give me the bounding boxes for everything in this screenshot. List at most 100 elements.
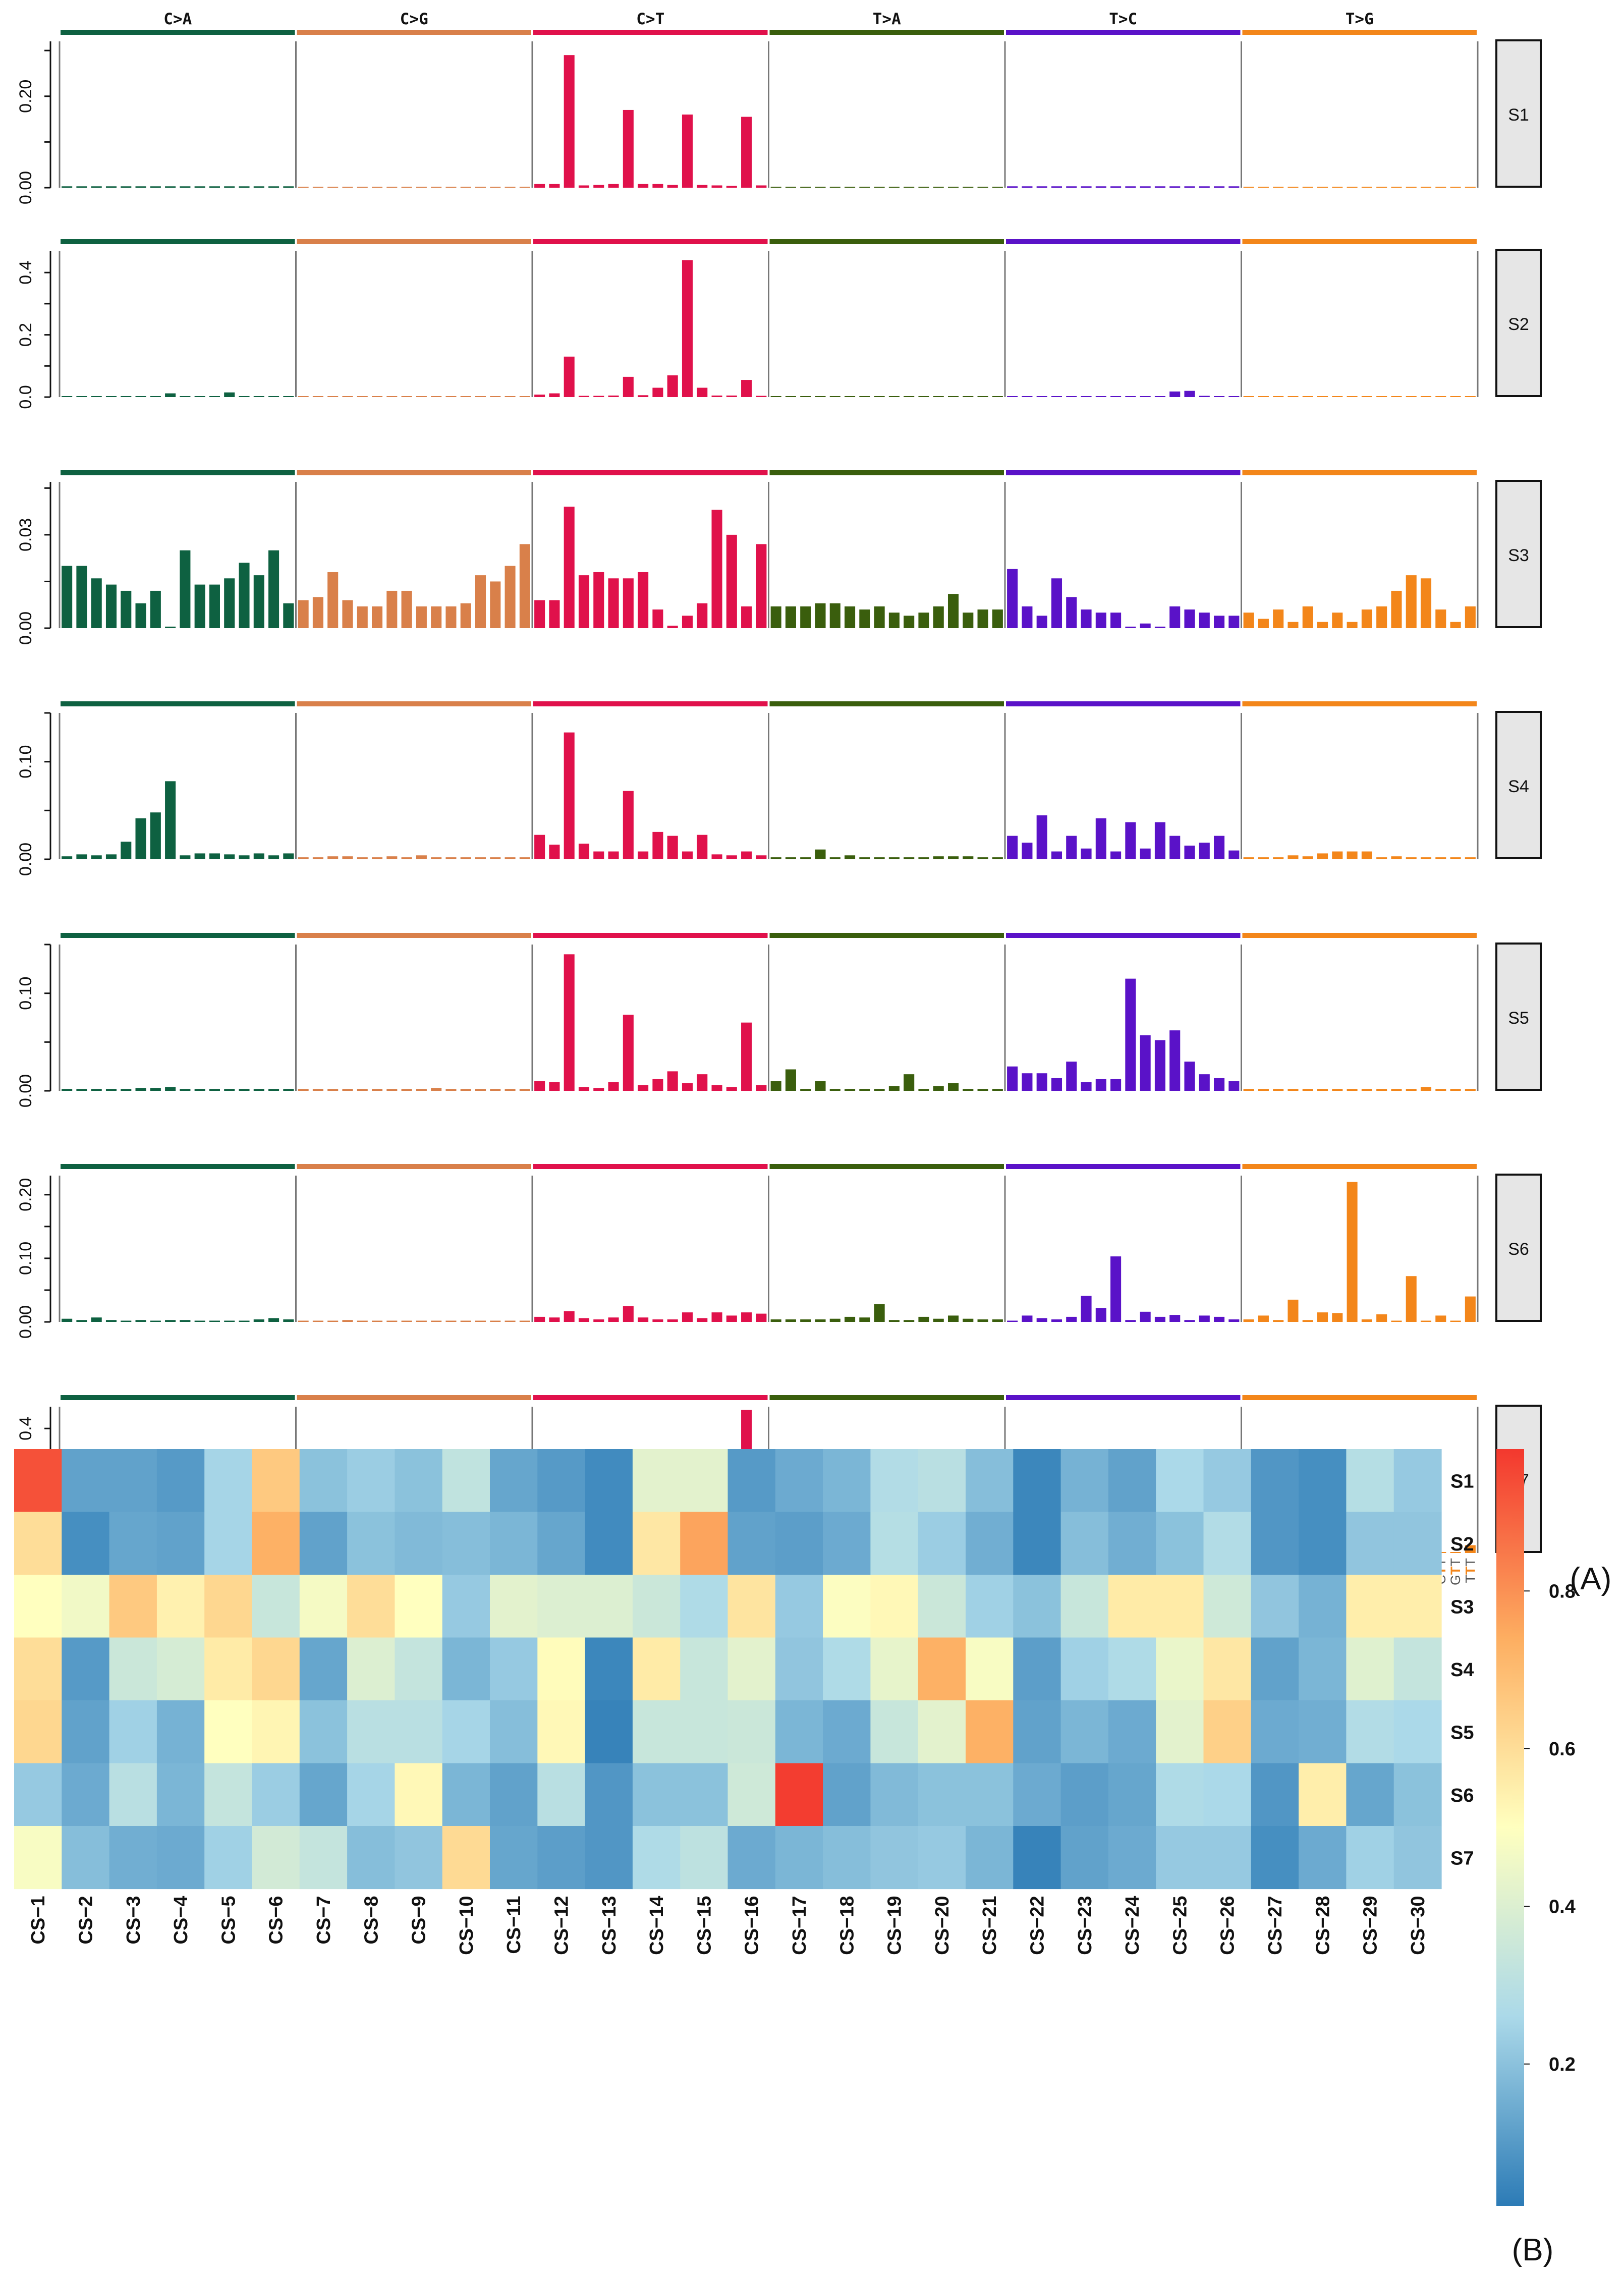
signature-bar — [1066, 836, 1077, 859]
signature-bar — [239, 563, 250, 628]
signature-bar — [1125, 396, 1136, 397]
y-tick-label: 0.10 — [16, 977, 35, 1010]
heatmap-cell — [632, 1512, 681, 1575]
signature-bar — [460, 396, 471, 397]
signature-bar — [180, 1089, 191, 1091]
signature-bar — [697, 603, 708, 628]
signature-bar — [829, 1089, 841, 1091]
signature-bar — [667, 185, 678, 188]
signature-bar — [298, 1089, 309, 1091]
signature-bar — [667, 375, 678, 397]
category-strip — [1242, 470, 1477, 475]
signature-bar — [682, 115, 693, 188]
signature-bar — [105, 396, 117, 397]
signature-bar — [977, 609, 988, 628]
mutation-signature-panel: C>A C>G C>T T>A T>C T>G 0.00 0.20 S1 0.0 0.2 0.4 S2 0… — [16, 10, 1542, 1589]
signature-bar — [1051, 186, 1062, 188]
signature-bar — [652, 609, 663, 628]
signature-bar — [947, 856, 959, 859]
signature-bar — [888, 187, 900, 188]
heatmap-cell — [1346, 1700, 1394, 1764]
signature-bar — [1273, 187, 1284, 188]
heatmap-cell — [252, 1637, 300, 1701]
signature-bar — [1066, 597, 1077, 628]
signature-bar — [1051, 1078, 1062, 1091]
signature-bar — [1228, 396, 1240, 397]
heatmap-cell — [775, 1575, 823, 1638]
sample-label-box — [1495, 711, 1542, 859]
heatmap-cell — [966, 1449, 1014, 1513]
signature-bar — [386, 590, 398, 628]
signature-bar — [1347, 187, 1358, 188]
signature-bar — [859, 609, 870, 628]
signature-bar — [1347, 396, 1358, 397]
signature-bar — [1022, 396, 1033, 397]
category-title: C>G — [400, 10, 428, 28]
signature-bar — [209, 1089, 220, 1091]
signature-bar — [253, 575, 264, 628]
signature-bar — [342, 187, 353, 188]
signature-bar — [756, 855, 767, 859]
signature-bar — [475, 1320, 486, 1322]
signature-bar — [194, 1320, 205, 1322]
signature-bar — [1287, 187, 1299, 188]
signature-bar — [1258, 1089, 1269, 1091]
signature-bar — [638, 572, 649, 628]
signature-bar — [918, 857, 929, 859]
heatmap-cell — [299, 1763, 348, 1826]
heatmap-cell — [680, 1763, 729, 1826]
signature-bar — [785, 857, 796, 859]
signature-bar — [711, 510, 722, 628]
signature-bar — [859, 187, 870, 188]
signature-bar — [1347, 1089, 1358, 1091]
signature-bar — [224, 186, 235, 188]
y-tick-label: 0.20 — [16, 80, 35, 113]
signature-bar — [992, 857, 1003, 859]
signature-bar — [298, 396, 309, 397]
signature-bar — [386, 396, 398, 397]
signature-bar — [505, 1320, 516, 1322]
heatmap-cell — [680, 1512, 729, 1575]
signature-bar — [697, 835, 708, 859]
colorbar-tick-label: 0.6 — [1549, 1739, 1576, 1760]
category-strip — [769, 701, 1004, 706]
signature-bar — [918, 187, 929, 188]
signature-bar — [815, 1081, 826, 1091]
signature-bar — [1199, 1074, 1210, 1091]
sample-label: S2 — [1508, 315, 1529, 334]
signature-bar — [1317, 1089, 1328, 1091]
signature-bar — [445, 857, 457, 859]
signature-bar — [135, 818, 146, 859]
signature-bar — [1450, 622, 1461, 628]
category-title: T>C — [1109, 10, 1137, 28]
heatmap-cells — [14, 1449, 1442, 1890]
signature-bar — [963, 1318, 974, 1322]
signature-bar — [874, 606, 885, 628]
heatmap-cell — [14, 1449, 62, 1513]
signature-bar — [1228, 1319, 1240, 1322]
category-strip — [769, 1164, 1004, 1169]
signature-bar — [91, 186, 102, 188]
signature-bar — [519, 1320, 530, 1322]
signature-bar — [1376, 396, 1387, 397]
signature-bar — [785, 1069, 796, 1091]
heatmap-cell — [1108, 1700, 1156, 1764]
heatmap-cell — [14, 1700, 62, 1764]
heatmap-cell — [1299, 1575, 1347, 1638]
signature-bar — [1391, 396, 1402, 397]
signature-bar — [963, 1089, 974, 1091]
signature-bar — [845, 1089, 856, 1091]
heatmap-cell — [1393, 1763, 1442, 1826]
signature-bar — [1406, 575, 1417, 628]
signature-bar — [1347, 851, 1358, 859]
signature-bar — [1154, 396, 1165, 397]
signature-bar — [490, 396, 501, 397]
signature-bar — [121, 396, 132, 397]
signature-bar — [1361, 609, 1372, 628]
signature-bar — [342, 856, 353, 859]
signature-bar — [1051, 851, 1062, 859]
signature-bar — [741, 851, 752, 859]
heatmap-cell — [62, 1575, 110, 1638]
category-strip — [61, 701, 295, 706]
signature-bar — [1243, 613, 1254, 628]
